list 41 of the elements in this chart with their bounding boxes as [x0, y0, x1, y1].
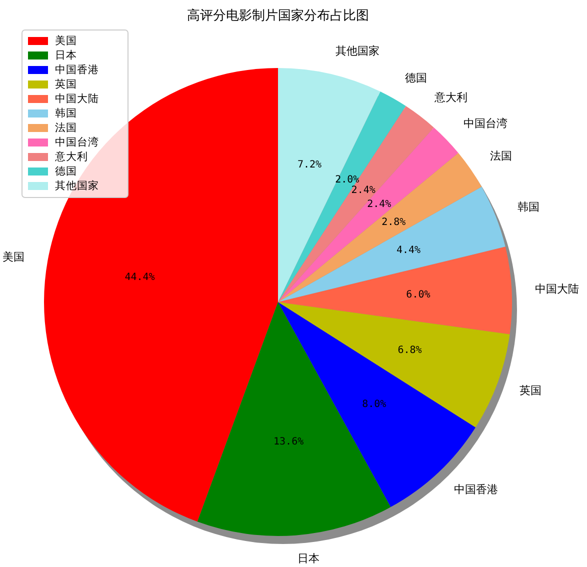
- slice-label: 意大利: [433, 91, 468, 104]
- pie-slice: [278, 302, 510, 428]
- legend-label: 中国台湾: [55, 136, 99, 148]
- slice-label: 法国: [490, 149, 512, 162]
- data-label: 4.4%: [396, 244, 421, 256]
- data-label: 6.8%: [398, 344, 422, 356]
- data-label: 2.0%: [335, 174, 360, 186]
- pie-slice: [278, 246, 512, 334]
- legend-label: 德国: [55, 166, 77, 178]
- slice-label: 德国: [404, 72, 427, 85]
- pie-slice: [278, 186, 506, 302]
- pie-slice: [278, 106, 434, 302]
- pie-slice: [197, 302, 391, 536]
- data-label: 13.6%: [274, 436, 304, 448]
- legend-label: 意大利: [54, 150, 88, 163]
- legend-label: 中国香港: [55, 63, 99, 76]
- slice-label: 中国台湾: [463, 116, 508, 130]
- data-label: 2.4%: [367, 199, 392, 210]
- data-label: 2.4%: [351, 185, 376, 196]
- legend-label: 中国大陆: [55, 92, 99, 105]
- legend-label: 其他国家: [55, 179, 99, 192]
- slice-label: 韩国: [517, 200, 540, 214]
- data-label: 44.4%: [124, 272, 155, 283]
- data-label: 2.8%: [382, 216, 406, 228]
- legend-label: 韩国: [55, 106, 77, 120]
- slice-label: 美国: [2, 250, 25, 264]
- slice-label: 中国大陆: [535, 282, 580, 296]
- legend-label: 日本: [55, 48, 77, 62]
- data-label: 8.0%: [362, 398, 386, 410]
- data-label: 7.2%: [297, 160, 322, 171]
- slice-label: 日本: [297, 552, 320, 566]
- data-label: 6.0%: [406, 289, 430, 300]
- slice-label: 中国香港: [454, 483, 498, 496]
- chart-title: 高评分电影制片国家分布占比图: [187, 8, 369, 24]
- legend-label: 美国: [55, 34, 77, 47]
- pie-slice: [278, 152, 482, 302]
- slice-label: 其他国家: [336, 44, 380, 58]
- legend-label: 法国: [55, 121, 77, 134]
- legend-label: 英国: [55, 78, 77, 90]
- slice-label: 英国: [520, 384, 542, 398]
- pie-slice: [278, 127, 458, 302]
